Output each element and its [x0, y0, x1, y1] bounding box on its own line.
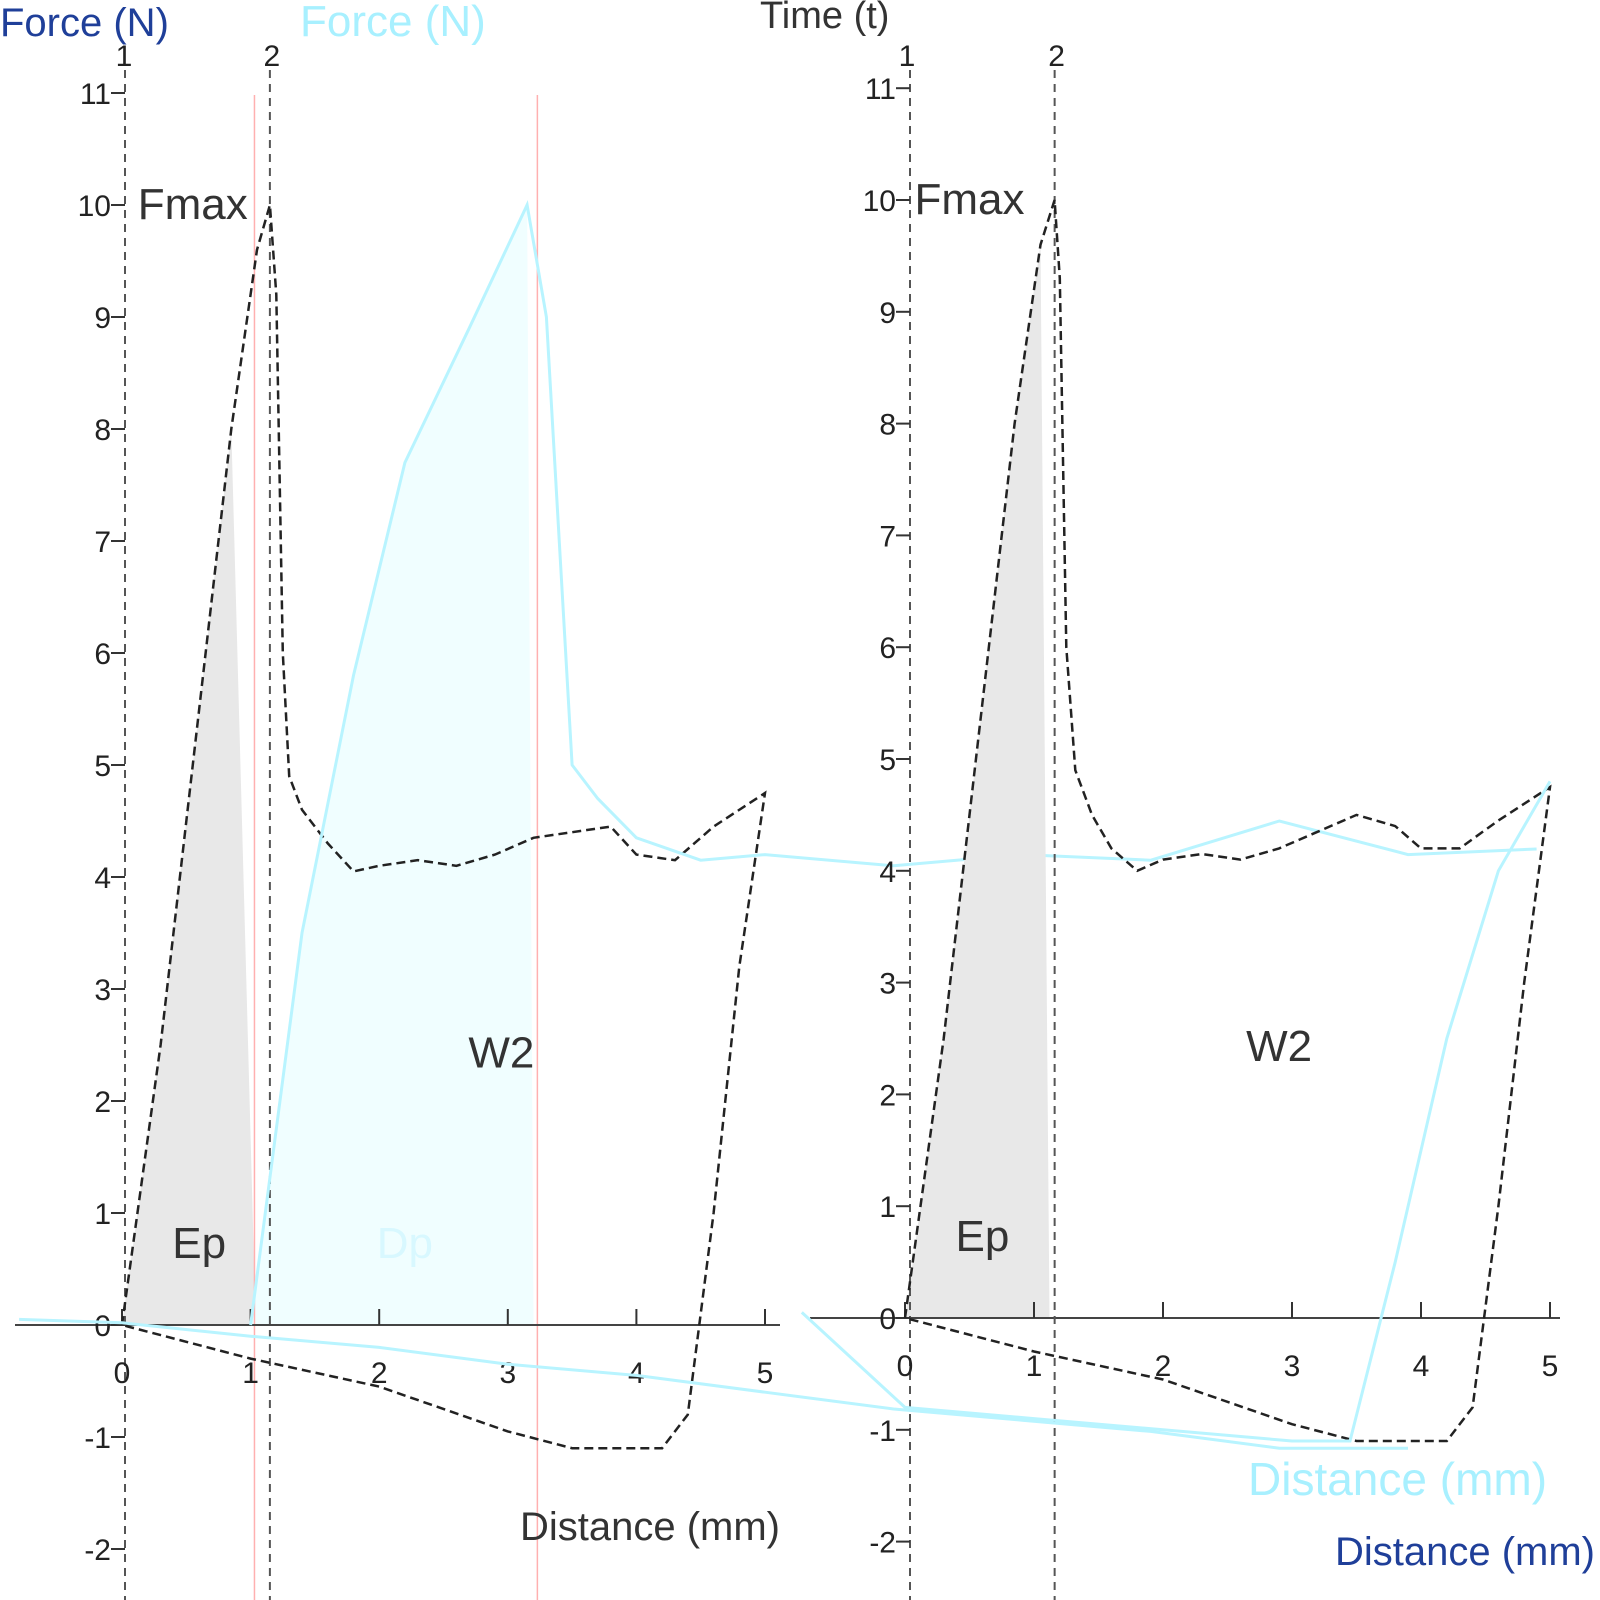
- series-line-dashed-black: [120, 204, 767, 1450]
- y-axis-title-time: Time (t): [760, 0, 889, 37]
- x-tick-label: 0: [897, 1350, 914, 1383]
- y-tick-label: -2: [869, 1527, 896, 1560]
- y-tick-label: 5: [879, 744, 896, 777]
- x-axis-title-left: Distance (mm): [520, 1505, 780, 1549]
- y-tick-label: 7: [879, 520, 896, 553]
- x-tick-label: 1: [242, 1357, 259, 1390]
- y-tick-label: 8: [94, 414, 111, 447]
- y-tick-label: 3: [94, 974, 111, 1007]
- work-fill-grey: [122, 429, 256, 1325]
- series-line-cyan-lower: [19, 1317, 1408, 1450]
- marker-label: 2: [264, 40, 281, 73]
- y-tick-label: 11: [80, 78, 111, 111]
- x-tick-label: 4: [1413, 1350, 1430, 1383]
- y-axis-title-force-overlay: Force (N): [300, 0, 486, 46]
- y-tick-label: 10: [78, 190, 111, 223]
- y-tick-label: 9: [94, 302, 111, 335]
- work-fill-grey: [905, 244, 1050, 1319]
- annotation-ep: Ep: [955, 1212, 1009, 1261]
- y-tick-label: -2: [84, 1534, 111, 1567]
- series-line-cyan: [800, 780, 1552, 1443]
- marker-label: 1: [899, 40, 916, 73]
- x-tick-label: 3: [1284, 1350, 1301, 1383]
- y-tick-label: 6: [879, 632, 896, 665]
- y-tick-label: -1: [869, 1415, 896, 1448]
- x-axis-title-right: Distance (mm): [1335, 1530, 1595, 1574]
- y-tick-label: -1: [84, 1422, 111, 1455]
- x-tick-label: 0: [114, 1357, 131, 1390]
- y-tick-label: 1: [94, 1198, 111, 1231]
- x-tick-label: 5: [757, 1357, 774, 1390]
- x-tick-label: 2: [371, 1357, 388, 1390]
- y-tick-label: 4: [94, 862, 111, 895]
- x-tick-label: 5: [1542, 1350, 1559, 1383]
- y-axis-title-force: Force (N): [0, 1, 169, 45]
- y-tick-label: 2: [94, 1086, 111, 1119]
- x-tick-label: 2: [1155, 1350, 1172, 1383]
- marker-label: 2: [1048, 40, 1065, 73]
- series-line-dashed-black: [903, 199, 1552, 1443]
- y-tick-label: 8: [879, 409, 896, 442]
- x-tick-label: 4: [628, 1357, 645, 1390]
- y-tick-label: 1: [879, 1191, 896, 1224]
- marker-label: 1: [116, 40, 133, 73]
- annotation-dp: Dp: [377, 1219, 433, 1268]
- x-tick-label: 1: [1026, 1350, 1043, 1383]
- annotation-ep: Ep: [172, 1219, 226, 1268]
- y-tick-label: 0: [94, 1310, 111, 1343]
- y-tick-label: 7: [94, 526, 111, 559]
- y-tick-label: 11: [865, 73, 896, 106]
- y-tick-label: 9: [879, 297, 896, 330]
- y-tick-label: 2: [879, 1079, 896, 1112]
- series-line-cyan: [249, 200, 1537, 1326]
- x-axis-title-overlay: Distance (mm): [1248, 1453, 1547, 1505]
- annotation-w2: W2: [1246, 1022, 1312, 1071]
- y-tick-label: 4: [879, 856, 896, 889]
- y-tick-label: 0: [879, 1303, 896, 1336]
- y-tick-label: 6: [94, 638, 111, 671]
- annotation-fmax: Fmax: [915, 175, 1025, 224]
- y-tick-label: 10: [863, 185, 896, 218]
- y-tick-label: 3: [879, 968, 896, 1001]
- y-tick-label: 5: [94, 750, 111, 783]
- annotation-fmax: Fmax: [138, 180, 248, 229]
- annotation-w2: W2: [468, 1028, 534, 1077]
- work-fill-cyan: [250, 205, 534, 1325]
